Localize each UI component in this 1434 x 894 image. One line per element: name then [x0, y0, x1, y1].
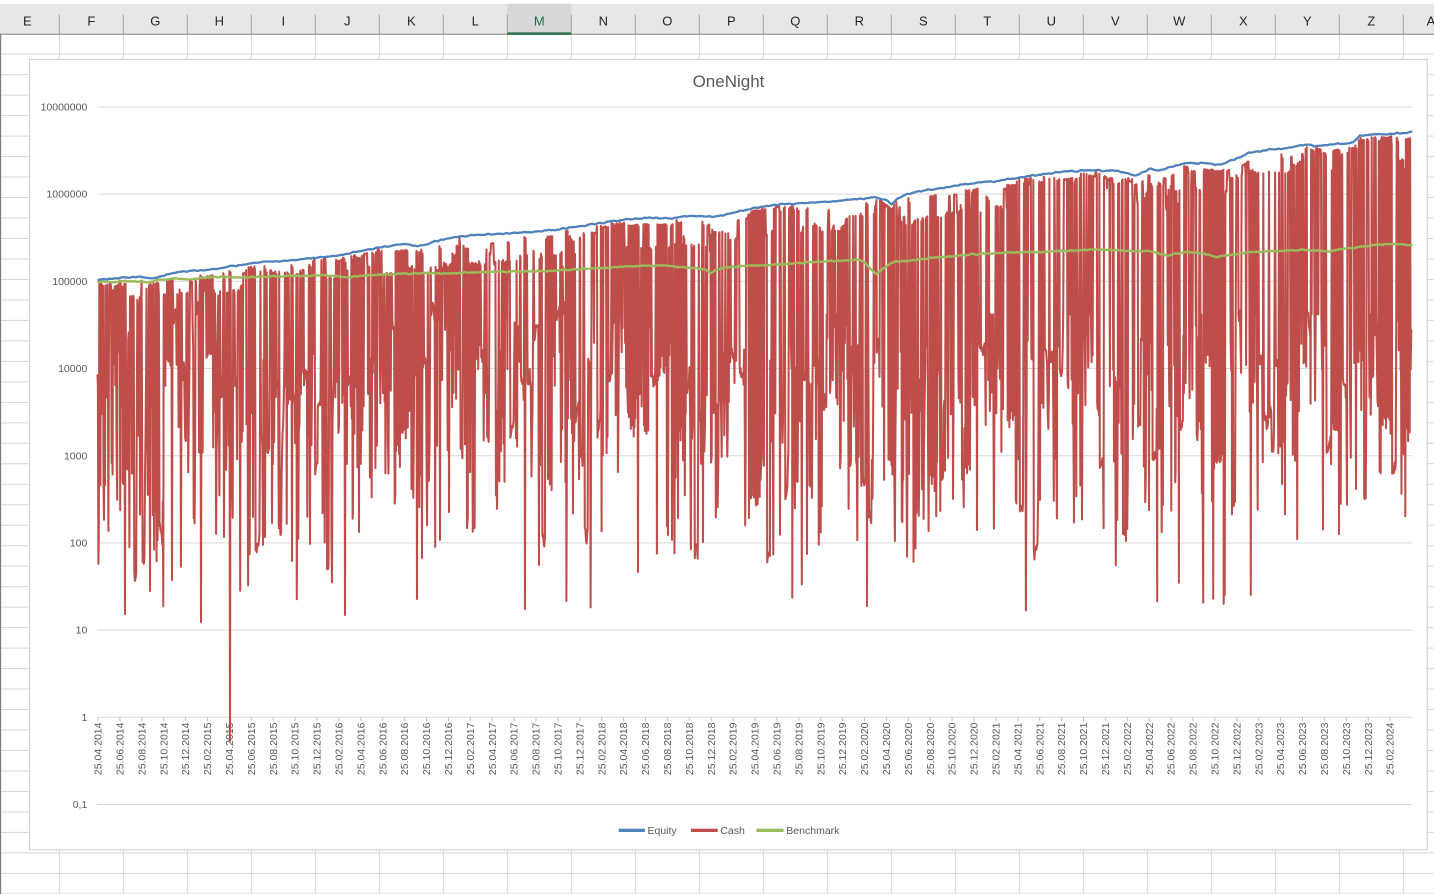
svg-text:OneNight: OneNight	[693, 72, 765, 91]
svg-text:25.04.2016: 25.04.2016	[355, 722, 367, 775]
svg-text:Y: Y	[1303, 14, 1312, 29]
svg-text:25.12.2018: 25.12.2018	[706, 722, 718, 775]
svg-text:V: V	[1111, 14, 1120, 29]
svg-text:25.06.2020: 25.06.2020	[903, 722, 915, 775]
svg-text:25.12.2016: 25.12.2016	[443, 722, 455, 775]
svg-text:25.08.2022: 25.08.2022	[1188, 722, 1200, 775]
svg-text:25.10.2015: 25.10.2015	[290, 722, 302, 775]
svg-text:25.04.2021: 25.04.2021	[1012, 722, 1024, 775]
svg-text:25.08.2020: 25.08.2020	[925, 722, 937, 775]
svg-text:25.04.2019: 25.04.2019	[750, 722, 762, 775]
svg-text:10000000: 10000000	[41, 102, 88, 114]
svg-text:25.04.2022: 25.04.2022	[1144, 722, 1156, 775]
svg-text:25.02.2018: 25.02.2018	[596, 722, 608, 775]
svg-text:25.02.2015: 25.02.2015	[202, 722, 214, 775]
svg-text:P: P	[727, 14, 736, 29]
svg-text:25.10.2022: 25.10.2022	[1210, 722, 1222, 775]
svg-text:1: 1	[81, 712, 87, 724]
svg-text:25.04.2017: 25.04.2017	[487, 722, 499, 775]
svg-text:L: L	[472, 14, 479, 29]
svg-text:10: 10	[76, 625, 88, 637]
svg-text:25.12.2021: 25.12.2021	[1100, 722, 1112, 775]
svg-text:25.10.2016: 25.10.2016	[421, 722, 433, 775]
svg-text:Equity: Equity	[648, 825, 678, 837]
svg-text:K: K	[407, 14, 416, 29]
svg-text:25.06.2019: 25.06.2019	[772, 722, 784, 775]
svg-text:25.12.2019: 25.12.2019	[837, 722, 849, 775]
svg-text:M: M	[534, 14, 545, 29]
svg-text:25.02.2024: 25.02.2024	[1385, 722, 1397, 775]
svg-text:25.10.2017: 25.10.2017	[553, 722, 565, 775]
svg-text:0,1: 0,1	[73, 799, 88, 811]
svg-text:25.08.2015: 25.08.2015	[268, 722, 280, 775]
svg-text:T: T	[983, 14, 991, 29]
svg-text:25.12.2017: 25.12.2017	[574, 722, 586, 775]
svg-text:U: U	[1047, 14, 1056, 29]
svg-text:25.04.2018: 25.04.2018	[618, 722, 630, 775]
svg-text:25.06.2017: 25.06.2017	[509, 722, 521, 775]
svg-text:E: E	[23, 14, 32, 29]
svg-text:100: 100	[70, 538, 88, 550]
svg-text:25.08.2018: 25.08.2018	[662, 722, 674, 775]
svg-text:25.08.2023: 25.08.2023	[1319, 722, 1331, 775]
svg-text:G: G	[150, 14, 160, 29]
svg-text:Q: Q	[790, 14, 800, 29]
svg-text:AA: AA	[1427, 14, 1434, 29]
svg-text:I: I	[281, 14, 285, 29]
svg-text:F: F	[87, 14, 95, 29]
svg-text:25.06.2015: 25.06.2015	[246, 722, 258, 775]
svg-text:25.08.2016: 25.08.2016	[399, 722, 411, 775]
svg-text:25.06.2021: 25.06.2021	[1034, 722, 1046, 775]
svg-text:25.06.2022: 25.06.2022	[1166, 722, 1178, 775]
svg-text:1000000: 1000000	[46, 189, 87, 201]
svg-text:100000: 100000	[52, 276, 87, 288]
svg-text:25.02.2023: 25.02.2023	[1253, 722, 1265, 775]
svg-text:25.06.2023: 25.06.2023	[1297, 722, 1309, 775]
svg-text:25.10.2021: 25.10.2021	[1078, 722, 1090, 775]
svg-text:N: N	[599, 14, 608, 29]
svg-text:25.12.2020: 25.12.2020	[969, 722, 981, 775]
svg-text:25.10.2023: 25.10.2023	[1341, 722, 1353, 775]
svg-text:25.04.2020: 25.04.2020	[881, 722, 893, 775]
svg-text:25.08.2019: 25.08.2019	[793, 722, 805, 775]
svg-text:10000: 10000	[58, 363, 87, 375]
svg-text:H: H	[215, 14, 224, 29]
svg-text:25.02.2021: 25.02.2021	[991, 722, 1003, 775]
svg-text:J: J	[344, 14, 351, 29]
svg-text:R: R	[855, 14, 864, 29]
svg-text:O: O	[662, 14, 672, 29]
svg-text:25.08.2021: 25.08.2021	[1056, 722, 1068, 775]
svg-text:25.02.2017: 25.02.2017	[465, 722, 477, 775]
svg-text:25.02.2016: 25.02.2016	[334, 722, 346, 775]
svg-text:25.06.2018: 25.06.2018	[640, 722, 652, 775]
svg-text:25.10.2019: 25.10.2019	[815, 722, 827, 775]
svg-text:Cash: Cash	[720, 825, 745, 837]
svg-text:W: W	[1173, 14, 1186, 29]
svg-text:25.02.2019: 25.02.2019	[728, 722, 740, 775]
svg-text:25.10.2014: 25.10.2014	[158, 722, 170, 775]
svg-text:25.04.2015: 25.04.2015	[224, 722, 236, 775]
svg-text:25.08.2017: 25.08.2017	[531, 722, 543, 775]
svg-text:25.12.2014: 25.12.2014	[180, 722, 192, 775]
svg-text:X: X	[1239, 14, 1248, 29]
svg-text:25.06.2016: 25.06.2016	[377, 722, 389, 775]
svg-text:Benchmark: Benchmark	[786, 825, 840, 837]
svg-text:25.02.2022: 25.02.2022	[1122, 722, 1134, 775]
svg-text:25.08.2014: 25.08.2014	[136, 722, 148, 775]
svg-text:25.12.2022: 25.12.2022	[1231, 722, 1243, 775]
svg-text:S: S	[919, 14, 928, 29]
svg-text:25.10.2018: 25.10.2018	[684, 722, 696, 775]
svg-text:25.10.2020: 25.10.2020	[947, 722, 959, 775]
svg-text:1000: 1000	[64, 450, 88, 462]
svg-text:25.04.2023: 25.04.2023	[1275, 722, 1287, 775]
svg-text:25.06.2014: 25.06.2014	[115, 722, 127, 775]
svg-text:Z: Z	[1367, 14, 1375, 29]
svg-text:25.12.2015: 25.12.2015	[312, 722, 324, 775]
svg-text:25.12.2023: 25.12.2023	[1363, 722, 1375, 775]
svg-text:25.04.2014: 25.04.2014	[93, 722, 105, 775]
svg-text:25.02.2020: 25.02.2020	[859, 722, 871, 775]
